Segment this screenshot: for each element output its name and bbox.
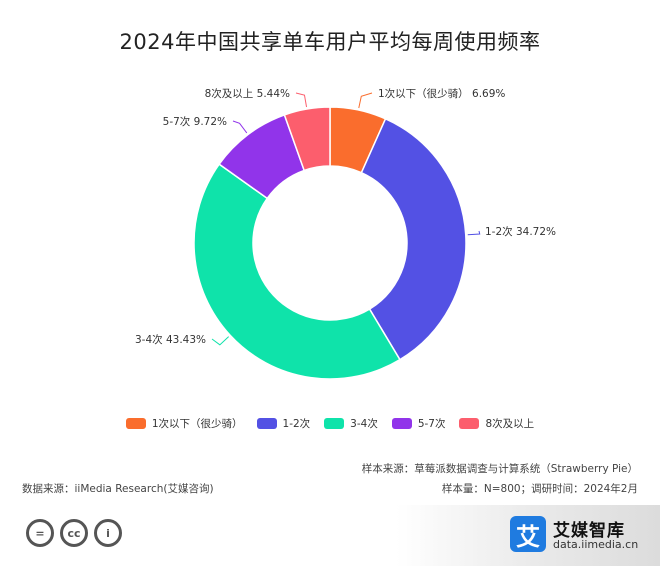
leader-line-2 xyxy=(467,230,481,236)
legend-label: 3-4次 xyxy=(350,418,378,430)
brand-name: 艾媒智库 xyxy=(553,521,625,541)
license-icons: = cc i xyxy=(26,519,122,547)
equals-icon: = xyxy=(26,519,54,547)
legend-swatch xyxy=(125,418,146,429)
legend: 1次以下（很少骑） 1-2次 3-4次 5-7次 8次及以上 xyxy=(0,416,660,431)
legend-item[interactable]: 8次及以上 xyxy=(459,416,534,431)
legend-swatch xyxy=(324,418,345,429)
legend-label: 1次以下（很少骑） xyxy=(151,418,243,430)
donut-chart: 1次以下（很少骑） 6.69% 1-2次 34.72% 3-4次 43.43% 5-7… xyxy=(135,87,556,380)
slice-2[interactable] xyxy=(360,117,467,361)
data-label-4: 5-7次 9.72% xyxy=(163,115,227,128)
leader-line-4 xyxy=(232,120,248,134)
brand-url: data.iimedia.cn xyxy=(553,538,639,551)
creative-commons-icon: cc xyxy=(60,519,88,547)
attribution-icon: i xyxy=(94,519,122,547)
legend-item[interactable]: 5-7次 xyxy=(391,416,446,431)
data-source-note: 数据来源：iiMedia Research(艾媒咨询) xyxy=(22,483,214,495)
slice-5[interactable] xyxy=(283,106,331,172)
legend-label: 5-7次 xyxy=(417,418,446,430)
chart-title: 2024年中国共享单车用户平均每周使用频率 xyxy=(119,30,541,54)
leader-line-5 xyxy=(295,92,308,108)
legend-label: 8次及以上 xyxy=(485,418,535,430)
slice-3[interactable] xyxy=(193,163,401,380)
legend-swatch xyxy=(459,418,480,429)
data-label-5: 8次及以上 5.44% xyxy=(205,87,290,100)
legend-swatch xyxy=(256,418,277,429)
legend-item[interactable]: 1-2次 xyxy=(256,416,311,431)
sample-source-note: 样本来源：草莓派数据调查与计算系统（Strawberry Pie） xyxy=(361,463,638,475)
data-label-3: 3-4次 43.43% xyxy=(135,333,206,346)
leader-line-1 xyxy=(358,92,373,109)
legend-item[interactable]: 3-4次 xyxy=(324,416,378,431)
brand-logo-icon: 艾 xyxy=(510,516,546,552)
legend-item[interactable]: 1次以下（很少骑） xyxy=(125,416,243,431)
legend-label: 1-2次 xyxy=(282,418,311,430)
leader-line-3 xyxy=(211,336,230,346)
legend-swatch xyxy=(391,418,412,429)
data-label-1: 1次以下（很少骑） 6.69% xyxy=(378,87,505,100)
data-label-2: 1-2次 34.72% xyxy=(485,225,556,238)
sample-size-note: 样本量：N=800；调研时间：2024年2月 xyxy=(441,483,638,495)
